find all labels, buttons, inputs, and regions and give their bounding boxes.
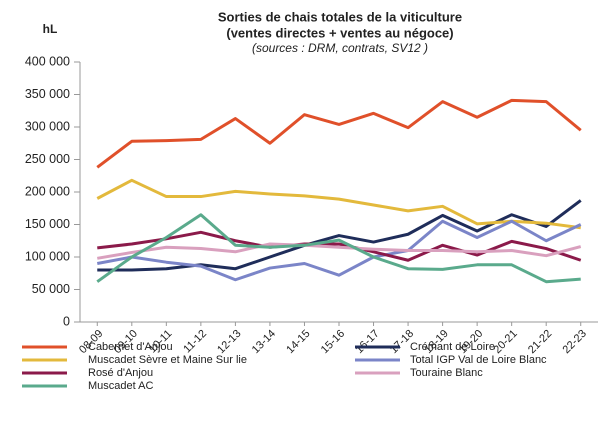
x-tick-label: 14-15 — [284, 328, 312, 356]
series-line — [97, 199, 582, 272]
series-line — [97, 242, 582, 260]
x-tick-label: 21-22 — [526, 328, 554, 356]
legend-label: Cabernet d'Anjou — [88, 341, 173, 353]
chart-title: (ventes directes + ventes au négoce) — [226, 25, 453, 40]
y-tick-label: 50 000 — [32, 282, 70, 296]
legend-label: Crémant de Loire — [410, 341, 495, 353]
chart-title: Sorties de chais totales de la viticultu… — [218, 9, 462, 24]
y-tick-label: 200 000 — [25, 184, 70, 198]
y-tick-label: 400 000 — [25, 54, 70, 68]
legend-label: Touraine Blanc — [410, 367, 483, 379]
series-line — [96, 213, 581, 284]
y-tick-label: 0 — [63, 314, 70, 328]
x-tick-label: 11-12 — [181, 328, 209, 356]
x-tick-label: 16-17 — [353, 328, 381, 356]
y-tick-label: 150 000 — [25, 217, 70, 231]
chart-subtitle: (sources : DRM, contrats, SV12 ) — [252, 41, 428, 55]
x-tick-label: 15-16 — [319, 328, 347, 356]
legend-label: Total IGP Val de Loire Blanc — [410, 354, 547, 366]
x-tick-label: 13-14 — [250, 328, 278, 356]
y-axis-label: hL — [43, 22, 58, 36]
y-tick-label: 300 000 — [25, 119, 70, 133]
legend-label: Muscadet AC — [88, 380, 153, 392]
series-line — [96, 178, 581, 230]
y-tick-label: 250 000 — [25, 152, 70, 166]
y-tick-label: 350 000 — [25, 87, 70, 101]
x-tick-label: 22-23 — [561, 328, 589, 356]
series-line — [96, 219, 582, 282]
x-tick-label: 20-21 — [491, 328, 519, 356]
legend-label: Rosé d'Anjou — [88, 367, 153, 379]
series-line — [96, 98, 582, 169]
legend-label: Muscadet Sèvre et Maine Sur lie — [88, 354, 247, 366]
series-line — [97, 230, 582, 262]
x-tick-label: 12-13 — [215, 328, 243, 356]
y-tick-label: 100 000 — [25, 249, 70, 263]
